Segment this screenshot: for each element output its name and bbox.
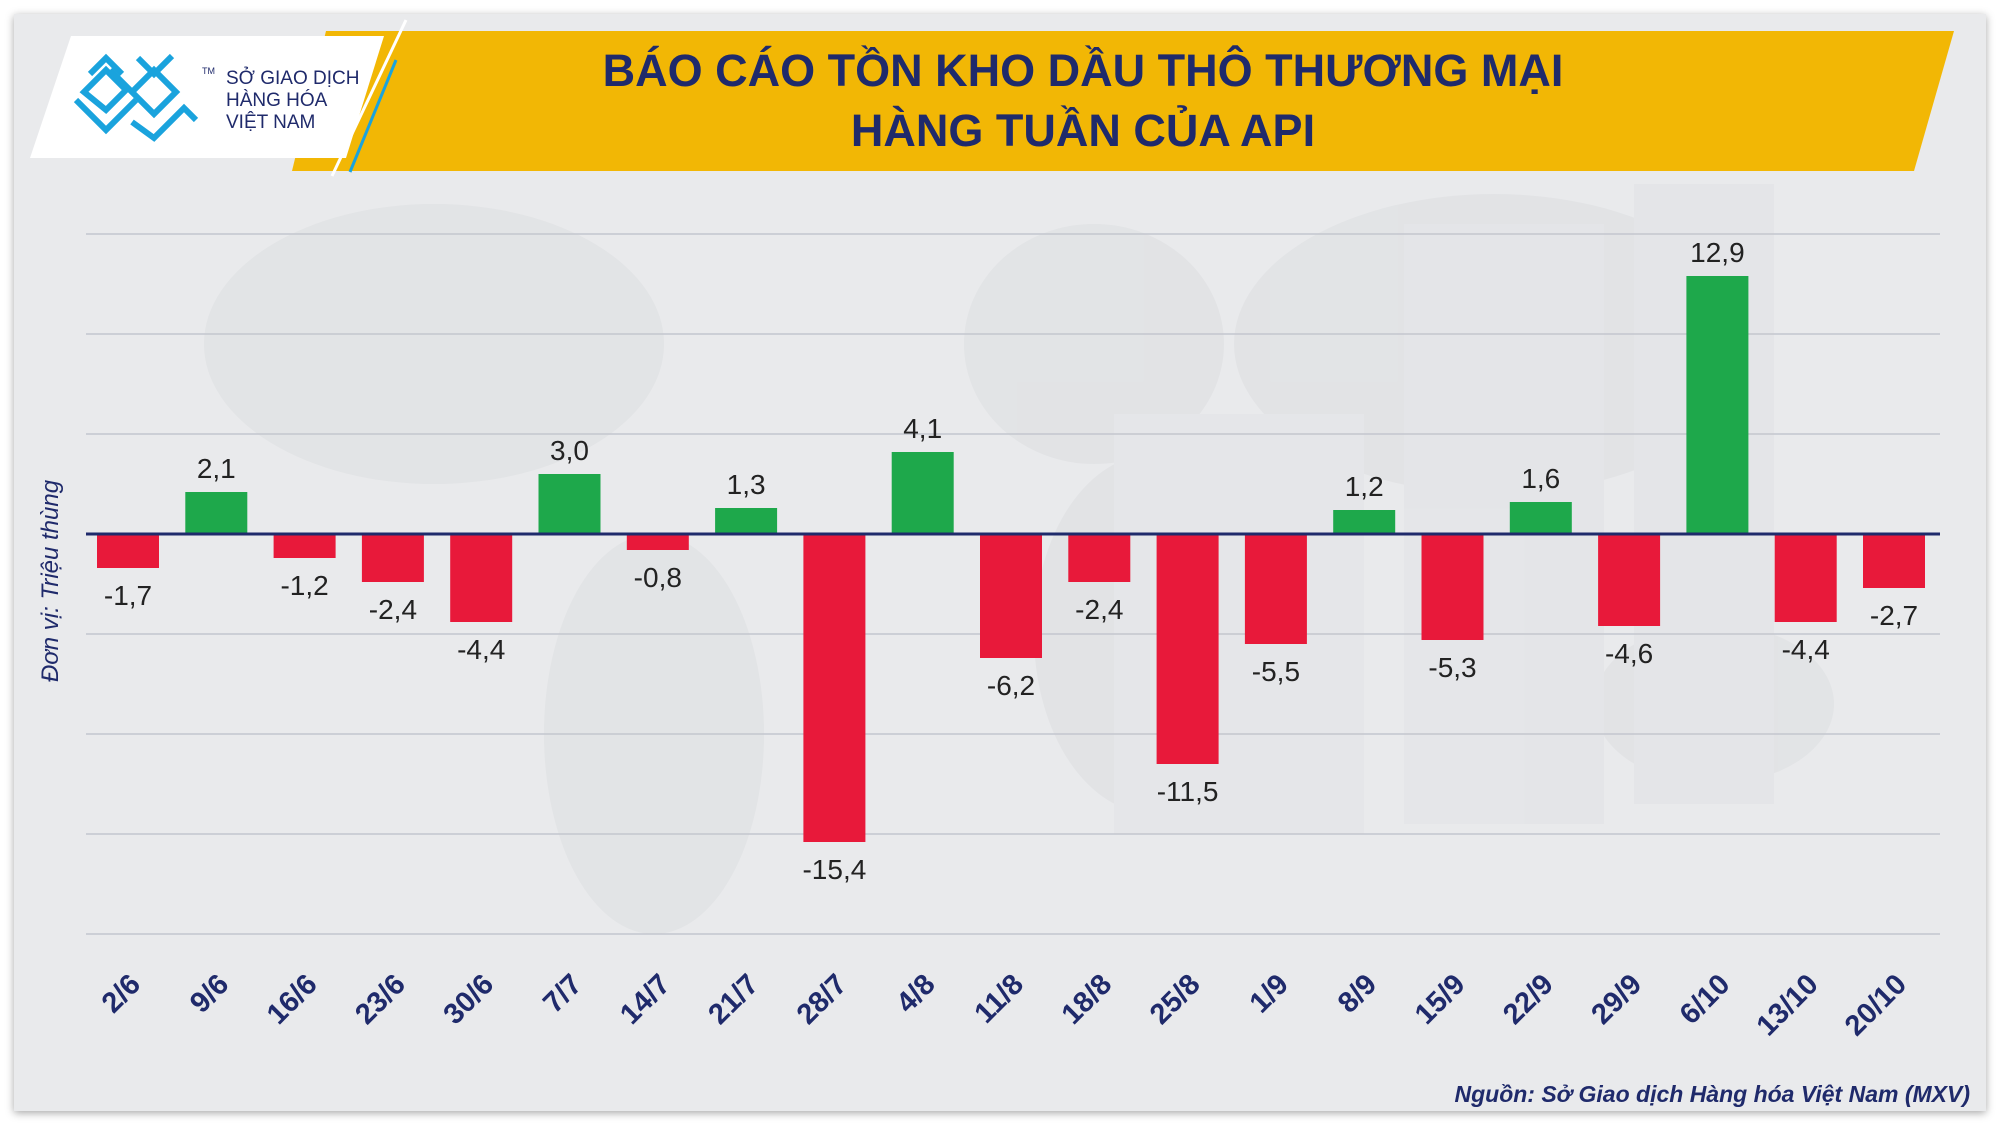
value-label-11-8: -6,2	[987, 670, 1035, 701]
chart-frame: TM SỞ GIAO DỊCH HÀNG HÓA VIỆT NAM BÁO CÁ…	[14, 14, 1986, 1111]
brand-line-2: HÀNG HÓA	[226, 89, 328, 111]
bar-21-7	[715, 508, 778, 534]
x-tick-23-6: 23/6	[349, 968, 412, 1031]
x-tick-7-7: 7/7	[537, 968, 588, 1019]
source-note: Nguồn: Sở Giao dịch Hàng hóa Việt Nam (M…	[1454, 1081, 1970, 1107]
x-tick-22-9: 22/9	[1497, 968, 1560, 1031]
value-label-18-8: -2,4	[1075, 594, 1123, 625]
x-tick-29-9: 29/9	[1586, 968, 1649, 1031]
bar-16-6	[273, 534, 336, 558]
bar-9-6	[185, 492, 248, 534]
x-tick-13-10: 13/10	[1751, 968, 1825, 1042]
header-band	[292, 31, 1954, 171]
x-tick-2-6: 2/6	[96, 968, 147, 1019]
x-tick-16-6: 16/6	[261, 968, 324, 1031]
bar-15-9	[1421, 534, 1484, 640]
logo-card-accent-2	[348, 59, 398, 173]
bar-25-8	[1156, 534, 1219, 764]
x-tick-6-10: 6/10	[1674, 968, 1737, 1031]
bar-6-10	[1686, 276, 1749, 534]
x-tick-28-7: 28/7	[791, 968, 854, 1031]
x-tick-8-9: 8/9	[1332, 968, 1383, 1019]
x-tick-9-6: 9/6	[184, 968, 235, 1019]
brand-line-1: SỞ GIAO DỊCH	[226, 67, 359, 89]
value-label-22-9: 1,6	[1521, 463, 1560, 494]
value-label-23-6: -2,4	[369, 594, 417, 625]
value-label-2-6: -1,7	[104, 580, 152, 611]
value-label-30-6: -4,4	[457, 634, 505, 665]
x-tick-4-8: 4/8	[891, 968, 942, 1019]
mxv-logo-icon	[73, 53, 199, 142]
value-label-14-7: -0,8	[634, 562, 682, 593]
bar-1-9	[1244, 534, 1307, 644]
bar-7-7	[538, 474, 601, 534]
bar-23-6	[361, 534, 424, 582]
value-label-13-10: -4,4	[1782, 634, 1830, 665]
x-axis-ticks: 2/6 9/6 16/6 23/6 30/6 7/7 14/7 21/7 28/7 4/8 11/8…	[96, 968, 1913, 1042]
logo-card	[30, 36, 384, 158]
value-label-4-8: 4,1	[903, 413, 942, 444]
x-tick-20-10: 20/10	[1839, 968, 1913, 1042]
value-label-8-9: 1,2	[1345, 471, 1384, 502]
value-label-15-9: -5,3	[1428, 652, 1476, 683]
bar-30-6	[450, 534, 513, 622]
chart-title-line-2: HÀNG TUẦN CỦA API	[851, 105, 1315, 156]
value-label-7-7: 3,0	[550, 435, 589, 466]
x-tick-21-7: 21/7	[703, 968, 766, 1031]
x-tick-1-9: 1/9	[1244, 968, 1295, 1019]
value-label-25-8: -11,5	[1157, 776, 1219, 807]
value-label-21-7: 1,3	[727, 469, 766, 500]
logo-card-accent	[330, 19, 408, 177]
bar-20-10	[1863, 534, 1925, 588]
bar-11-8	[980, 534, 1042, 658]
value-label-20-10: -2,7	[1870, 600, 1918, 631]
x-tick-11-8: 11/8	[969, 968, 1030, 1029]
brand-line-3: VIỆT NAM	[226, 111, 315, 133]
x-tick-30-6: 30/6	[438, 968, 501, 1031]
bar-13-10	[1774, 534, 1837, 622]
y-axis-unit-label: Đơn vị: Triệu thùng	[37, 479, 64, 682]
x-tick-25-8: 25/8	[1144, 968, 1207, 1031]
x-tick-14-7: 14/7	[614, 968, 677, 1031]
bar-chart: TM SỞ GIAO DỊCH HÀNG HÓA VIỆT NAM BÁO CÁ…	[30, 19, 1970, 1107]
chart-title-line-1: BÁO CÁO TỒN KHO DẦU THÔ THƯƠNG MẠI	[603, 45, 1564, 96]
bar-14-7	[626, 534, 689, 550]
x-tick-18-8: 18/8	[1056, 968, 1119, 1031]
bar-28-7	[803, 534, 866, 842]
value-label-29-9: -4,6	[1605, 638, 1653, 669]
brand-tm: TM	[202, 66, 215, 76]
value-label-28-7: -15,4	[802, 854, 866, 885]
value-label-6-10: 12,9	[1690, 237, 1745, 268]
bar-18-8	[1068, 534, 1131, 582]
bar-2-6	[97, 534, 159, 568]
bars	[97, 276, 1925, 842]
bar-22-9	[1509, 502, 1572, 534]
x-tick-15-9: 15/9	[1409, 968, 1472, 1031]
value-label-9-6: 2,1	[197, 453, 236, 484]
value-label-16-6: -1,2	[280, 570, 328, 601]
value-label-1-9: -5,5	[1252, 656, 1300, 687]
bar-8-9	[1333, 510, 1396, 534]
bar-29-9	[1598, 534, 1661, 626]
bar-4-8	[891, 452, 954, 534]
value-labels: -1,7 2,1 -1,2 -2,4 -4,4 3,0 -0,8 1,3 -15,4 4,1 -6,…	[104, 237, 1918, 885]
